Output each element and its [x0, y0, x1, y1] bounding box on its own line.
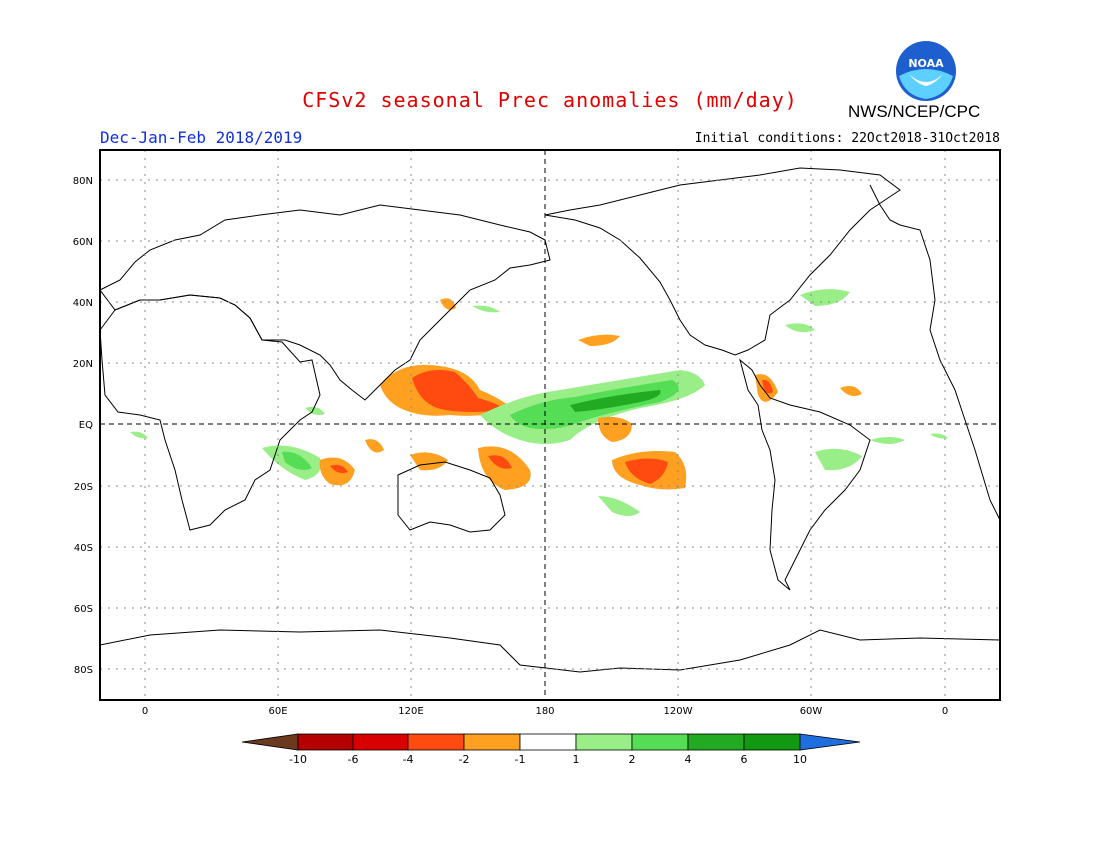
map-title: CFSv2 seasonal Prec anomalies (mm/day): [302, 88, 798, 112]
anomaly-dry-central-america-strong: [762, 379, 773, 394]
lat-label: 80S: [74, 665, 93, 676]
initial-conditions-label: Initial conditions: 22Oct2018-31Oct2018: [694, 131, 1000, 146]
anomaly-wet-sa-coast: [870, 437, 905, 444]
lon-label: 60W: [800, 706, 823, 717]
colorbar-bin: [297, 733, 354, 751]
lat-label: 40S: [74, 543, 93, 554]
coast-south-america: [739, 358, 871, 591]
lon-label: 180: [535, 706, 554, 717]
anomaly-wet-somalia: [305, 406, 325, 416]
coast-greenland: [869, 184, 901, 226]
lat-label: 20S: [74, 482, 93, 493]
lon-label: 120E: [398, 706, 423, 717]
graticule: [100, 150, 1000, 700]
colorbar-bin: [743, 733, 801, 751]
anomaly-dry-spac-strong: [625, 458, 668, 484]
anomaly-dry-equatorial: [598, 416, 632, 442]
colorbar-bin: [687, 733, 745, 751]
colorbar-tick-label: 1: [573, 753, 580, 766]
colorbar-arrow-low: [241, 733, 299, 751]
anomaly-shading: [130, 289, 948, 516]
anomaly-wet-npac-west: [472, 305, 500, 313]
anomaly-dry-atl-itcz: [840, 386, 862, 396]
anomaly-dry-sumatra: [365, 439, 384, 453]
lon-label: 0: [942, 706, 948, 717]
lon-label: 0: [142, 706, 148, 717]
anomaly-dry-npac: [578, 334, 620, 346]
lat-label: 20N: [73, 359, 93, 370]
coast-antarctica: [99, 629, 1001, 673]
season-label: Dec-Jan-Feb 2018/2019: [100, 128, 303, 147]
coast-north-america: [544, 167, 901, 356]
lat-label: 60S: [74, 604, 93, 615]
anomaly-wet-gulf-guinea-west: [130, 431, 148, 439]
coast-eurasia: [99, 204, 551, 401]
coastlines: [99, 167, 1001, 673]
agency-label: NWS/NCEP/CPC: [848, 102, 981, 121]
svg-text:NOAA: NOAA: [908, 57, 944, 70]
anomaly-wet-spac: [598, 496, 640, 516]
colorbar-tick-label: -10: [289, 753, 307, 766]
lon-label: 60E: [268, 706, 287, 717]
colorbar-bin: [463, 733, 521, 751]
colorbar-tick-label: 2: [629, 753, 636, 766]
map-frame: [99, 149, 1001, 701]
coast-australia: [397, 461, 506, 533]
lat-labels: 80N 60N 40N 20N EQ 20S 40S 60S 80S: [73, 176, 93, 676]
colorbar-bin: [407, 733, 465, 751]
colorbar-tick-label: -2: [459, 753, 470, 766]
anomaly-wet-cpac-strong: [570, 390, 661, 412]
coast-africa-east: [899, 224, 1001, 521]
colorbar-tick-label: 6: [741, 753, 748, 766]
colorbar-tick-label: -4: [403, 753, 414, 766]
anomaly-dry-wpac-strong: [412, 370, 505, 412]
lon-label: 120W: [664, 706, 693, 717]
colorbar: -10 -6 -4 -2 -1 1 2 4 6 10: [241, 733, 861, 766]
lat-label: EQ: [79, 420, 93, 431]
anomaly-wet-gulf-guinea: [930, 433, 948, 439]
anomaly-wet-indian-mid: [282, 451, 312, 470]
colorbar-bin: [631, 733, 689, 751]
lat-label: 40N: [73, 298, 93, 309]
anomaly-dry-indian-strong: [330, 464, 348, 474]
colorbar-tick-label: 10: [793, 753, 807, 766]
anomaly-dry-java: [410, 452, 448, 471]
lon-labels: 0 60E 120E 180 120W 60W 0: [142, 706, 948, 717]
anomaly-dry-coral-sea-strong: [488, 455, 512, 469]
colorbar-bin: [352, 733, 409, 751]
lat-label: 60N: [73, 237, 93, 248]
colorbar-bin: [575, 733, 633, 751]
noaa-logo: NOAA: [895, 40, 957, 102]
colorbar-arrow-high: [799, 733, 861, 751]
colorbar-bin: [519, 733, 577, 751]
anomaly-wet-atlantic-2: [785, 323, 815, 333]
colorbar-tick-label: -6: [348, 753, 359, 766]
anomaly-wet-brazil: [815, 448, 862, 471]
anomaly-dry-japan: [440, 298, 456, 310]
lat-label: 80N: [73, 176, 93, 187]
colorbar-tick-label: -1: [515, 753, 526, 766]
colorbar-tick-label: 4: [685, 753, 692, 766]
